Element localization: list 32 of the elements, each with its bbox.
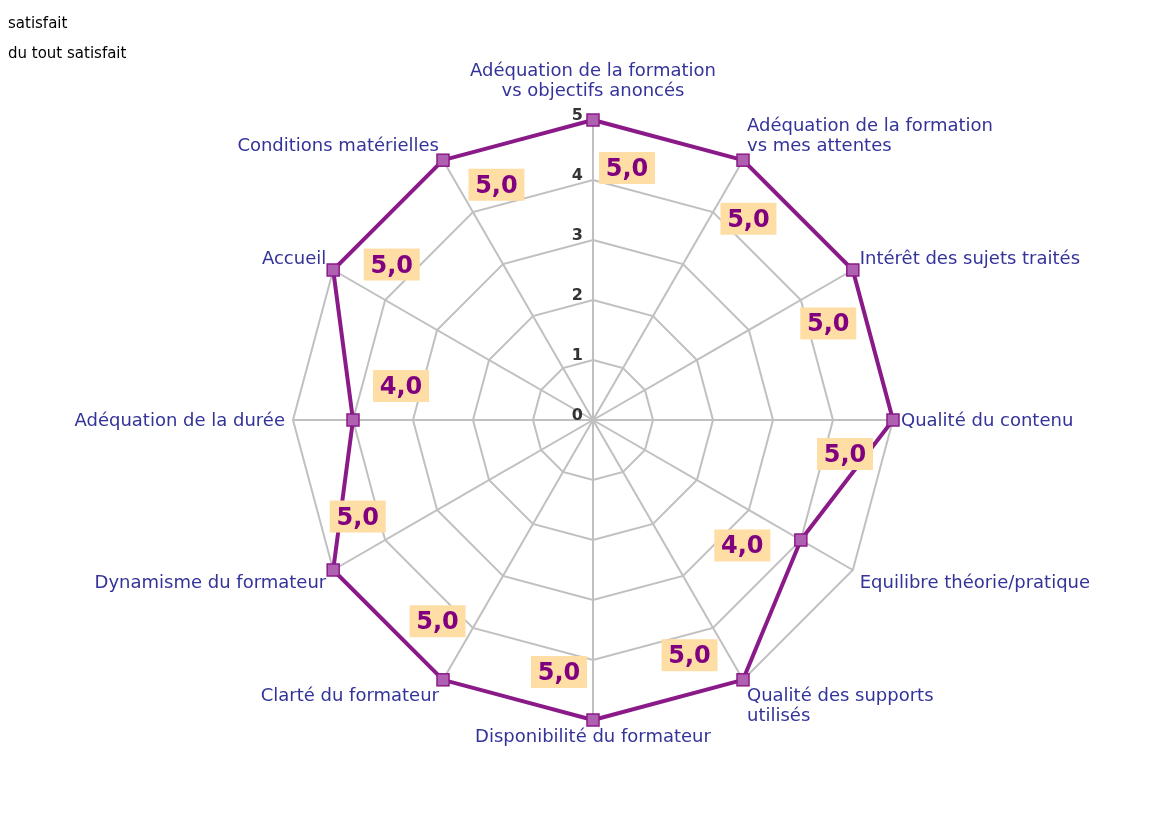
spoke-label: Adéquation de la formation vs objectifs anoncés: [469, 59, 717, 100]
spoke-label: Disponibilité du formateur: [475, 725, 712, 746]
spoke-label: Dynamisme du formateur: [94, 571, 327, 592]
y-tick-label: 3: [571, 225, 583, 244]
spoke-label: Conditions matérielles: [237, 134, 439, 156]
text: du tout satisfait: [8, 43, 127, 64]
spoke-label: Accueil: [261, 247, 327, 268]
data-label: 5,0: [806, 309, 850, 338]
data-label: 4,0: [721, 531, 764, 560]
spoke-label: Qualité du contenu: [901, 409, 1074, 430]
data-label: 5,0: [475, 170, 518, 199]
y-tick-label: 2: [571, 285, 583, 304]
data-label: 5,0: [668, 641, 711, 670]
data-label: 5,0: [727, 204, 770, 233]
spoke-label: Intérêt des sujets traités: [859, 247, 1081, 268]
spoke-label: Clarté du formateur: [260, 683, 440, 705]
spoke-label: Equilibre théorie/pratique: [859, 571, 1091, 592]
data-label: 5,0: [416, 607, 459, 636]
y-tick-label: 0: [571, 405, 583, 424]
data-label: 5,0: [537, 658, 581, 686]
spoke-label: Qualité des supports utilisés: [747, 683, 934, 725]
data-label: 5,0: [370, 250, 414, 279]
spoke-label: Adéquation de la formation vs mes attentes: [747, 114, 994, 156]
data-label: 4,0: [379, 372, 423, 400]
data-label: 5,0: [823, 440, 867, 468]
data-label: 5,0: [336, 502, 380, 531]
data-label: 5,0: [605, 154, 649, 182]
y-tick-label: 5: [571, 105, 583, 124]
text: satisfait: [8, 13, 69, 34]
y-tick-label: 4: [571, 165, 583, 184]
spoke-label: Adéquation de la durée: [74, 409, 285, 430]
y-tick-label: 1: [571, 345, 583, 364]
